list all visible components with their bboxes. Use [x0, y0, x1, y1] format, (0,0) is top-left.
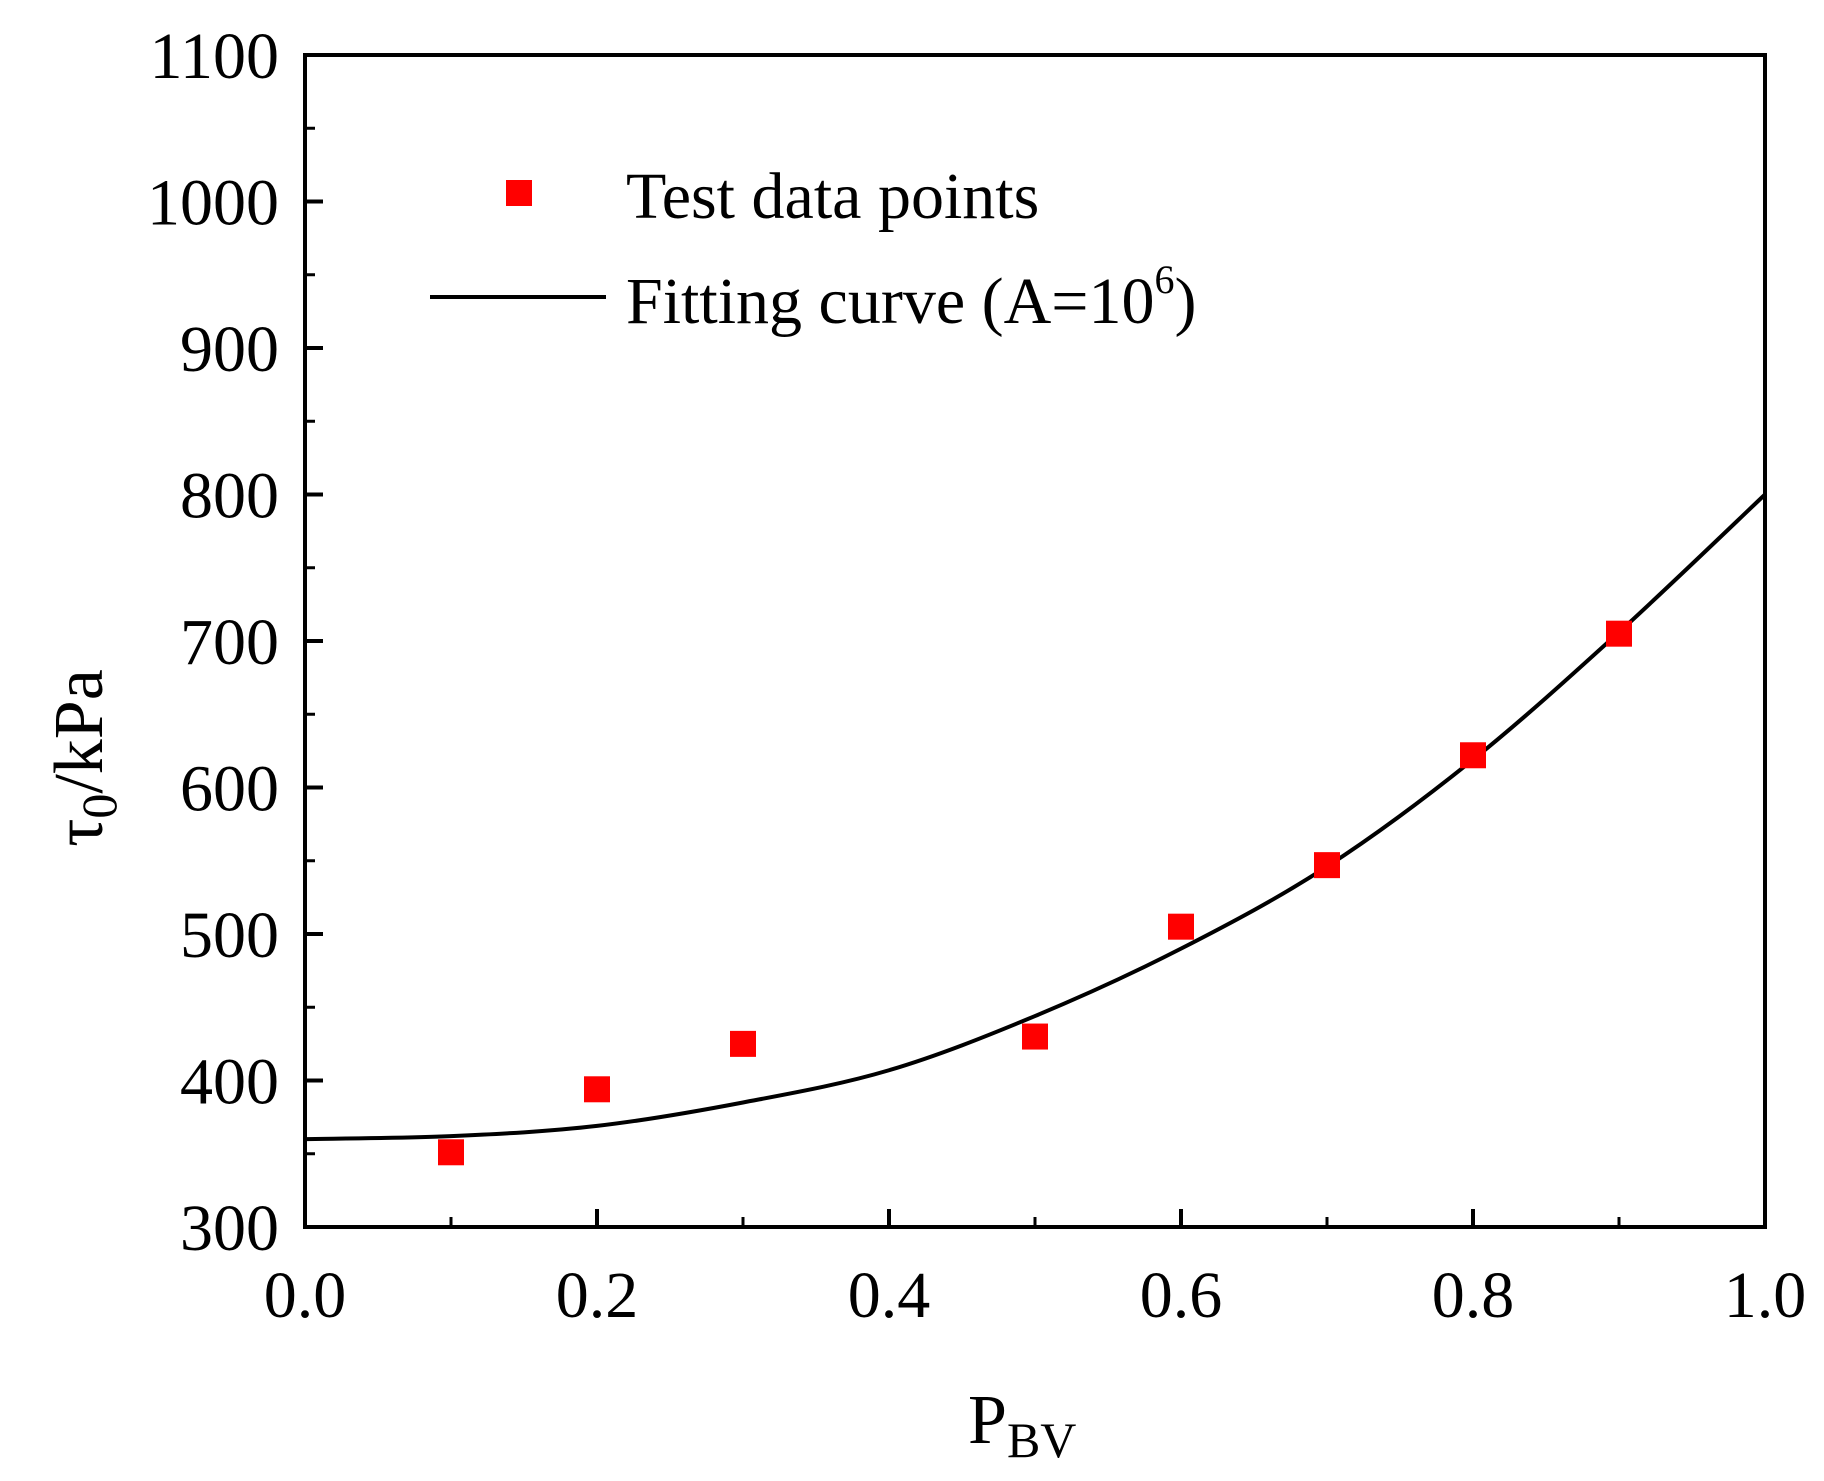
data-point [1460, 742, 1486, 769]
legend-label-test-data: Test data points [626, 160, 1039, 233]
x-tick-label: 0.2 [556, 1259, 639, 1332]
data-point [1168, 913, 1194, 940]
legend: Test data points Fitting curve (A=106) [430, 160, 1196, 338]
y-tick-label: 900 [180, 313, 279, 386]
y-tick-label: 700 [180, 606, 279, 679]
x-tick-label: 1.0 [1724, 1259, 1807, 1332]
x-tick-label: 0.8 [1432, 1259, 1515, 1332]
x-axis-title-main: P [968, 1382, 1007, 1459]
legend-fit-superscript: 6 [1154, 257, 1174, 302]
legend-fit-close: ) [1174, 265, 1196, 338]
fitting-curve-line [304, 493, 1767, 1142]
y-axis-title-subscript: 0 [71, 794, 127, 819]
tick-labels: 0.0 0.2 0.4 0.6 0.8 1.0 300 400 500 600 700 800 900 1… [147, 20, 1806, 1332]
data-point [584, 1076, 610, 1103]
y-tick-label: 400 [180, 1046, 279, 1119]
data-point [1606, 620, 1632, 647]
y-tick-label: 1100 [149, 20, 279, 93]
y-tick-label: 300 [180, 1192, 279, 1265]
data-point [438, 1139, 464, 1166]
y-tick-label: 1000 [147, 167, 279, 240]
data-points-layer [438, 620, 1632, 1166]
fitting-curve-layer [304, 493, 1767, 1142]
x-axis-title-subscript: BV [1007, 1412, 1076, 1468]
x-tick-label: 0.0 [264, 1259, 347, 1332]
y-tick-label: 600 [180, 753, 279, 826]
x-tick-label: 0.6 [1140, 1259, 1223, 1332]
data-point [1022, 1023, 1048, 1050]
legend-marker-test-data [506, 180, 532, 206]
plot-frame [303, 53, 1767, 1229]
data-point [1314, 852, 1340, 879]
y-tick-label: 500 [180, 899, 279, 972]
data-point [730, 1030, 756, 1057]
y-axis-title-main: τ [41, 819, 118, 847]
legend-fit-main: Fitting curve (A=10 [626, 265, 1154, 338]
y-axis-title-suffix: /kPa [41, 669, 118, 793]
y-axis-title: τ0/kPa [41, 669, 127, 847]
x-tick-label: 0.4 [848, 1259, 931, 1332]
legend-label-fitting-curve: Fitting curve (A=106) [626, 257, 1196, 338]
y-tick-label: 800 [180, 460, 279, 533]
x-axis-title: PBV [968, 1382, 1076, 1468]
